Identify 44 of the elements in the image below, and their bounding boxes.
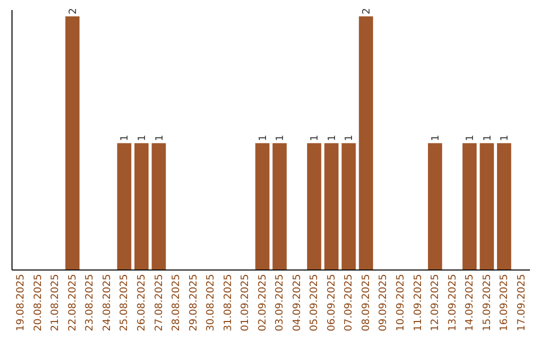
x-tick-label: 04.09.2025 bbox=[292, 274, 303, 332]
data-label: 2 bbox=[361, 8, 372, 14]
x-tick-label: 20.08.2025 bbox=[32, 274, 44, 332]
data-label: 1 bbox=[465, 134, 476, 142]
x-tick-label: 28.08.2025 bbox=[171, 274, 182, 332]
x-tick-label: 30.08.2025 bbox=[206, 274, 217, 332]
x-tick-label: 24.08.2025 bbox=[102, 274, 113, 332]
data-label: 1 bbox=[137, 134, 148, 142]
x-tick-label: 29.08.2025 bbox=[188, 274, 200, 332]
data-label: 1 bbox=[344, 134, 356, 142]
x-tick-label: 12.09.2025 bbox=[430, 274, 442, 332]
x-tick-label: 07.09.2025 bbox=[344, 274, 355, 332]
x-tick-label: 26.08.2025 bbox=[136, 274, 148, 332]
x-tick-label: 01.09.2025 bbox=[240, 274, 252, 332]
x-tick-label: 14.09.2025 bbox=[464, 274, 476, 332]
data-label: 1 bbox=[120, 134, 131, 142]
x-tick-label: 31.08.2025 bbox=[222, 274, 234, 332]
x-tick-label: 15.09.2025 bbox=[482, 274, 493, 332]
data-label: 1 bbox=[310, 134, 321, 142]
x-tick-label: 27.08.2025 bbox=[154, 274, 165, 332]
x-tick-label: 16.09.2025 bbox=[499, 274, 510, 332]
x-tick-label: 23.08.2025 bbox=[84, 274, 96, 332]
data-label: 1 bbox=[500, 134, 511, 142]
data-label: 1 bbox=[154, 134, 166, 142]
x-tick-label: 05.09.2025 bbox=[309, 274, 320, 332]
x-tick-label: 22.08.2025 bbox=[67, 274, 78, 332]
x-tick-label: 10.09.2025 bbox=[396, 274, 406, 332]
x-tick-label: 03.09.2025 bbox=[274, 274, 286, 332]
x-tick-label: 19.08.2025 bbox=[16, 274, 27, 332]
data-label: 2 bbox=[68, 8, 79, 14]
data-label: 1 bbox=[482, 134, 494, 142]
x-tick-label: 11.09.2025 bbox=[412, 274, 424, 332]
x-tick-label: 25.08.2025 bbox=[119, 274, 130, 332]
data-label: 1 bbox=[326, 134, 338, 142]
x-tick-label: 17.09.2025 bbox=[516, 274, 528, 332]
x-tick-label: 09.09.2025 bbox=[378, 274, 390, 332]
data-label: 1 bbox=[430, 134, 442, 142]
x-tick-label: 08.09.2025 bbox=[360, 274, 372, 332]
x-tick-label: 06.09.2025 bbox=[326, 274, 338, 332]
x-tick-label: 13.09.2025 bbox=[447, 274, 458, 332]
x-tick-label: 02.09.2025 bbox=[257, 274, 268, 332]
data-label: 1 bbox=[275, 134, 286, 142]
data-label: 1 bbox=[258, 134, 269, 142]
x-tick-label: 21.08.2025 bbox=[50, 274, 62, 332]
